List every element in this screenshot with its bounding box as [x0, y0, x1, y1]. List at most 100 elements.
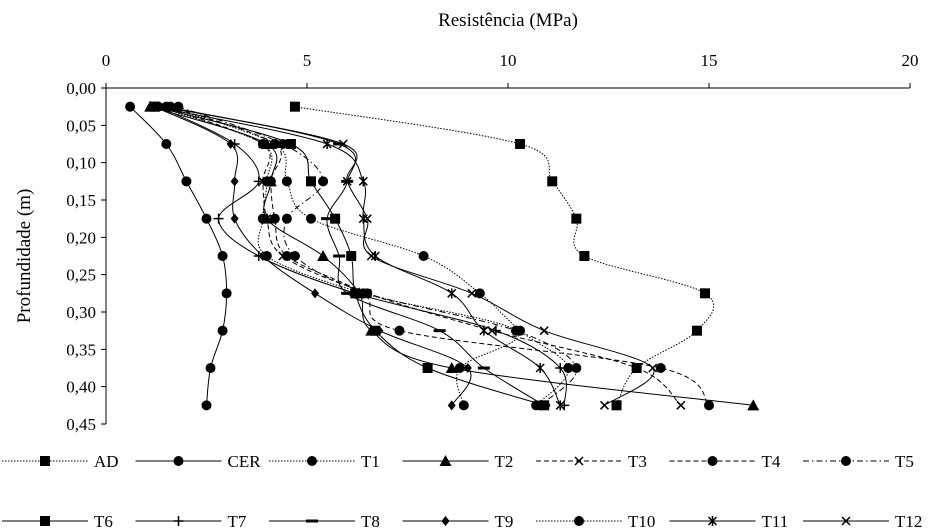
- legend-label: T10: [628, 512, 655, 531]
- data-point: [538, 403, 551, 407]
- series-line: [150, 106, 754, 406]
- data-point: [317, 250, 330, 261]
- data-point: [699, 288, 710, 299]
- data-point: [422, 363, 433, 373]
- series-line: [166, 106, 569, 406]
- data-point: [447, 288, 457, 299]
- data-point: [479, 325, 489, 336]
- legend-label: T7: [228, 512, 247, 531]
- plot-area: [125, 100, 760, 411]
- data-point: [477, 366, 490, 370]
- legend-marker: [306, 519, 318, 523]
- data-point: [362, 214, 372, 224]
- x-axis-title: Resistência (MPa): [438, 10, 578, 31]
- data-point: [555, 363, 566, 373]
- legend-marker: [707, 456, 718, 466]
- data-point: [571, 363, 582, 373]
- data-point: [289, 251, 300, 261]
- legend-label: T8: [361, 512, 380, 531]
- data-point: [691, 325, 702, 336]
- data-point: [563, 363, 574, 373]
- x-tick-label: 0: [102, 51, 111, 70]
- series-cer: [125, 101, 232, 411]
- data-point: [281, 176, 292, 187]
- data-point: [311, 288, 320, 299]
- legend: AD CER T1 T2 T3 T4 T5 T6 T7 T8 T9 T10 T11 T12: [2, 452, 922, 531]
- legend-marker: [40, 516, 50, 526]
- data-point: [157, 102, 167, 112]
- legend-label: T2: [495, 452, 514, 471]
- data-point: [490, 325, 501, 336]
- series-line: [170, 106, 710, 406]
- data-point: [342, 176, 352, 186]
- data-point: [322, 139, 332, 149]
- legend-item-t8: T8: [269, 512, 380, 531]
- legend-marker: [40, 456, 50, 466]
- y-tick-label: 0,15: [66, 191, 96, 210]
- data-point: [226, 139, 235, 149]
- series-ad: [289, 101, 715, 411]
- legend-label: T4: [762, 452, 781, 471]
- y-axis-title: Profundidade (m): [14, 189, 35, 324]
- series-line: [129, 106, 228, 406]
- legend-marker: [173, 456, 184, 466]
- data-point: [306, 176, 317, 187]
- data-point: [285, 139, 296, 149]
- legend-marker: [574, 456, 584, 466]
- legend-item-t1: T1: [269, 452, 380, 471]
- y-tick-label: 0,30: [66, 303, 96, 322]
- data-point: [676, 400, 686, 410]
- series-line: [158, 106, 520, 406]
- legend-label: AD: [94, 452, 119, 471]
- data-point: [230, 176, 239, 187]
- legend-marker: [707, 516, 718, 526]
- data-point: [418, 251, 429, 261]
- data-point: [704, 400, 714, 411]
- data-point: [632, 363, 642, 373]
- x-tick-label: 5: [303, 51, 312, 70]
- data-point: [333, 142, 346, 146]
- legend-marker: [841, 456, 851, 466]
- legend-item-t9: T9: [402, 512, 513, 531]
- data-point: [257, 213, 268, 224]
- x-tick-label: 10: [500, 51, 517, 70]
- data-point: [338, 139, 348, 149]
- data-point: [261, 176, 272, 187]
- series-line: [162, 106, 682, 406]
- x-tick-label: 15: [701, 51, 718, 70]
- data-point: [370, 325, 381, 336]
- y-tick-label: 0,25: [66, 266, 96, 285]
- data-point: [515, 139, 526, 149]
- data-point: [161, 139, 172, 149]
- data-point: [358, 288, 369, 299]
- legend-marker: [441, 516, 450, 526]
- legend-item-t2: T2: [402, 452, 514, 471]
- data-point: [555, 400, 565, 411]
- data-point: [571, 213, 582, 224]
- series-line: [158, 106, 567, 406]
- data-point: [366, 251, 376, 261]
- y-tick-label: 0,40: [66, 378, 96, 397]
- data-point: [463, 363, 472, 373]
- data-point: [611, 400, 622, 411]
- y-tick-label: 0,10: [66, 154, 96, 173]
- y-tick-label: 0,00: [66, 79, 96, 98]
- y-tick-label: 0,20: [66, 228, 96, 247]
- data-point: [257, 139, 268, 149]
- data-point: [458, 400, 469, 411]
- data-point: [160, 105, 173, 109]
- data-point: [346, 251, 357, 261]
- data-point: [599, 400, 610, 410]
- legend-label: T6: [94, 512, 113, 531]
- data-point: [433, 329, 446, 333]
- legend-marker: [574, 516, 584, 526]
- data-point: [318, 176, 329, 187]
- data-point: [333, 254, 346, 258]
- legend-item-cer: CER: [135, 452, 261, 471]
- y-tick-label: 0,35: [66, 340, 96, 359]
- legend-label: T3: [628, 452, 647, 471]
- data-point: [579, 251, 590, 261]
- data-point: [281, 213, 292, 224]
